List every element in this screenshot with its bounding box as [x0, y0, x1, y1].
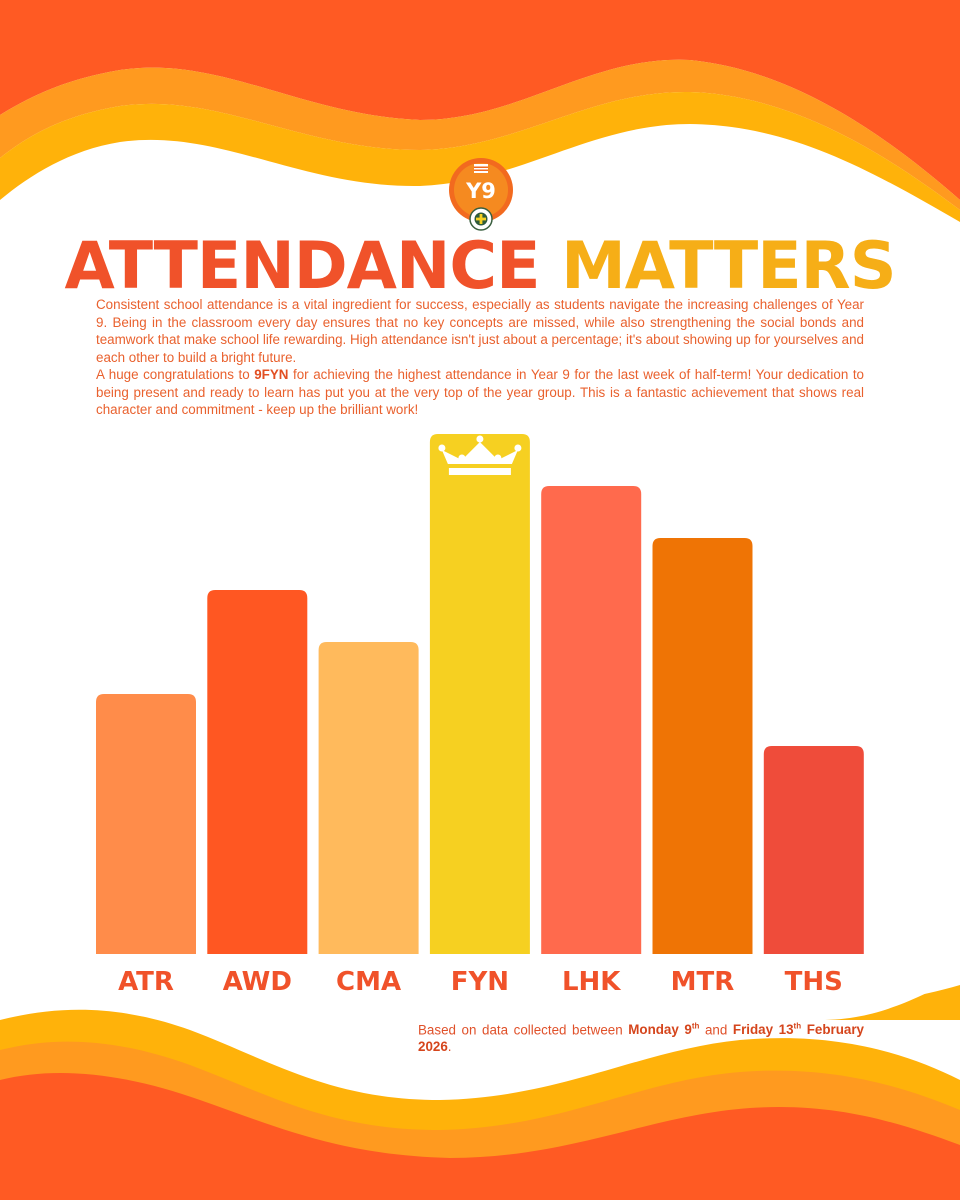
end-date: Friday 13th February 2026 — [418, 1022, 864, 1055]
tick-label-mtr: MTR — [671, 967, 735, 997]
tick-label-fyn: FYN — [451, 967, 509, 997]
title-word-matters: MATTERS — [561, 229, 896, 304]
school-logo: Y9 — [449, 158, 513, 231]
tick-label-atr: ATR — [118, 967, 174, 997]
intro-paragraph-1: Consistent school attendance is a vital … — [96, 297, 864, 365]
bar-awd — [207, 590, 308, 954]
title-word-attendance: ATTENDANCE — [64, 229, 540, 304]
bar-mtr — [652, 538, 753, 954]
white-field — [0, 970, 960, 1079]
crown-icon — [438, 435, 522, 475]
tick-label-cma: CMA — [336, 967, 401, 997]
top-wave-light — [0, 91, 960, 222]
logo-badge-text: Y9 — [465, 179, 496, 203]
tick-label-lhk: LHK — [562, 967, 621, 997]
bar-lhk — [541, 486, 642, 954]
intro-paragraph-2: A huge congratulations to 9FYN for achie… — [96, 367, 865, 417]
bottom-wave-dark — [0, 1072, 960, 1200]
page-title: ATTENDANCE MATTERS — [0, 228, 960, 306]
attendance-bar-chart: ATR AWD CMA FYN LHK MTR THS — [96, 434, 864, 997]
top-wave-dark — [0, 0, 960, 200]
bar-cma — [318, 642, 419, 954]
tick-label-ths: THS — [785, 967, 843, 997]
right-wave-light — [820, 975, 960, 1020]
top-wave-mid — [0, 59, 960, 210]
logo-flag-icon — [474, 164, 488, 173]
tick-label-awd: AWD — [223, 967, 292, 997]
bar-fyn — [429, 434, 530, 954]
intro-text: Consistent school attendance is a vital … — [96, 296, 864, 419]
start-date: Monday 9th — [628, 1022, 700, 1038]
bar-atr — [96, 694, 196, 954]
footnote: Based on data collected between Monday 9… — [418, 1022, 864, 1055]
winning-form: 9FYN — [254, 367, 289, 382]
bar-ths — [763, 746, 864, 954]
